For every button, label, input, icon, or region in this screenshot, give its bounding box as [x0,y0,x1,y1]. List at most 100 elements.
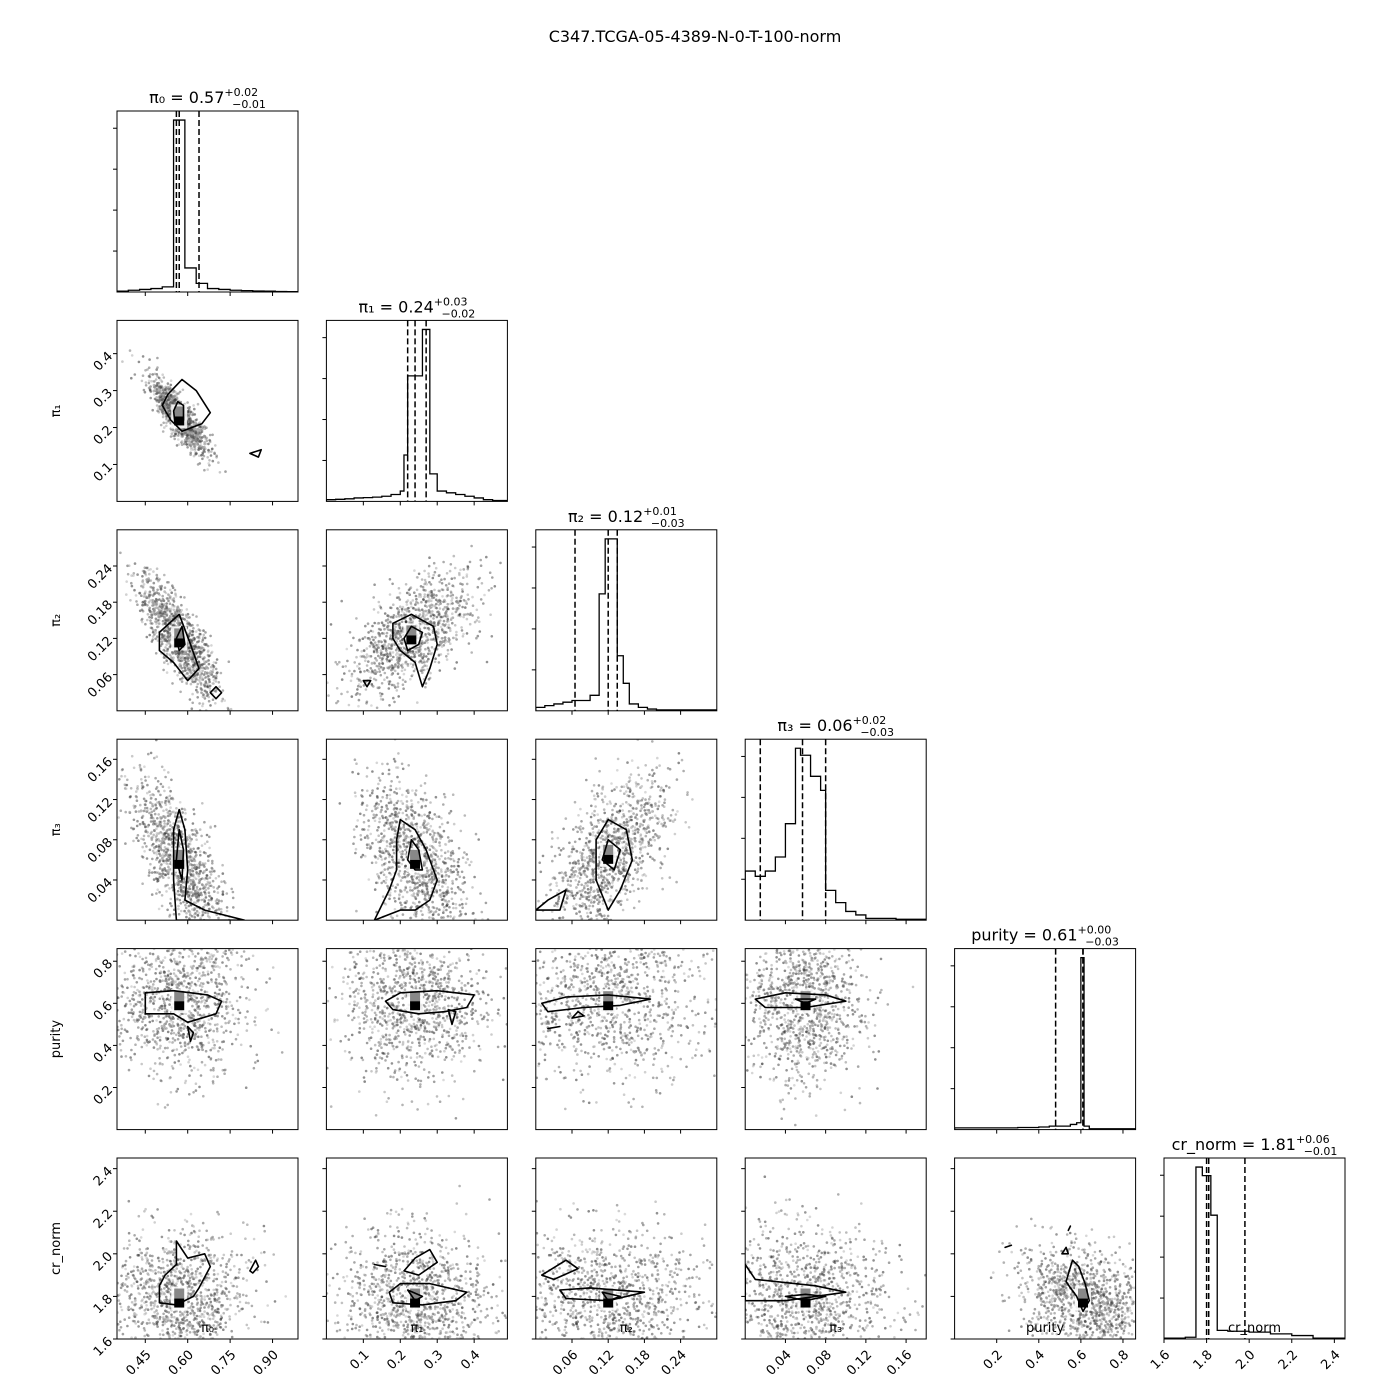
scatter-point [217,461,220,464]
density-peak-cell [174,416,185,426]
y-tick-label: 0.04 [85,875,116,906]
scatter-point [398,615,401,618]
scatter-point [196,429,200,433]
scatter-point [193,892,197,895]
scatter-point [429,824,433,828]
scatter-point [149,390,153,393]
scatter-point [446,586,450,590]
scatter-point [419,644,423,647]
scatter-point [180,666,184,670]
scatter-point [398,591,402,595]
scatter-point [427,632,430,635]
scatter-point [194,889,197,893]
scatter-point [388,620,392,624]
scatter-point [221,893,225,896]
scatter-point [156,588,159,592]
scatter-point [167,593,170,596]
scatter-point [357,704,360,708]
scatter-point [169,806,172,809]
scatter-point [388,897,391,901]
scatter-point [199,917,202,920]
scatter-point [203,842,207,846]
scatter-point [193,413,197,416]
scatter-point [157,622,161,625]
scatter-point [372,677,376,681]
scatter-point [466,567,470,571]
scatter-point [141,580,145,584]
scatter-point [426,641,429,644]
scatter-point [429,638,433,641]
scatter-point [385,844,389,848]
scatter-point [153,847,156,850]
scatter-point [182,617,185,620]
scatter-point [391,848,395,852]
scatter-point [159,378,162,382]
scatter-point [386,645,390,648]
scatter-point [202,673,206,677]
scatter-point [168,828,172,831]
scatter-point [420,600,423,604]
scatter-point [190,858,193,862]
scatter-point [352,842,355,845]
scatter-point [164,775,167,779]
scatter-point [155,384,158,387]
scatter-point [437,622,440,625]
scatter-point [391,651,395,654]
scatter-point [149,579,153,582]
scatter-point [213,451,216,455]
scatter-point [341,665,345,668]
scatter-point [394,810,397,814]
scatter-point [355,655,358,659]
scatter-point [209,826,212,829]
scatter-point [424,581,428,584]
scatter-point [440,578,443,581]
scatter-point [445,610,448,613]
scatter-point [429,583,433,586]
scatter-point [172,434,175,438]
scatter-point [196,682,200,686]
scatter-point [153,388,157,391]
scatter-point [184,431,187,435]
y-tick-label: 0.1 [91,460,116,485]
scatter-point [350,672,354,676]
scatter-point [156,356,159,360]
scatter-point [154,620,157,623]
scatter-point [192,454,196,458]
scatter-point [153,607,156,610]
scatter-point [397,643,400,646]
scatter-point [185,915,188,919]
scatter-point [441,639,445,643]
scatter-point [360,803,364,806]
scatter-point [185,619,189,623]
scatter-points [326,544,502,710]
scatter-point [154,628,157,632]
scatter-point [388,637,392,641]
scatter-point [452,870,456,874]
scatter-point [155,392,159,395]
scatter-point [217,901,220,905]
scatter-point [458,571,461,575]
scatter-point [386,621,390,624]
scatter-point [427,609,431,612]
scatter-point [429,614,433,618]
scatter-point [423,782,427,785]
scatter-point [427,564,431,568]
scatter-point [189,453,192,456]
scatter-point [390,673,394,676]
scatter-point [167,599,170,603]
density-contour-1 [175,625,186,652]
scatter-point [390,606,393,610]
scatter-point [449,871,453,874]
scatter-point [155,573,159,577]
scatter-point [168,853,171,857]
scatter-point [379,666,383,669]
scatter-point [162,848,166,852]
scatter-point [408,886,412,889]
scatter-point [443,795,447,799]
scatter-point [155,404,159,407]
scatter-point [375,664,379,668]
scatter-point [448,839,451,842]
scatter-point [404,620,408,623]
scatter-point [455,630,458,634]
scatter-point [190,915,194,918]
